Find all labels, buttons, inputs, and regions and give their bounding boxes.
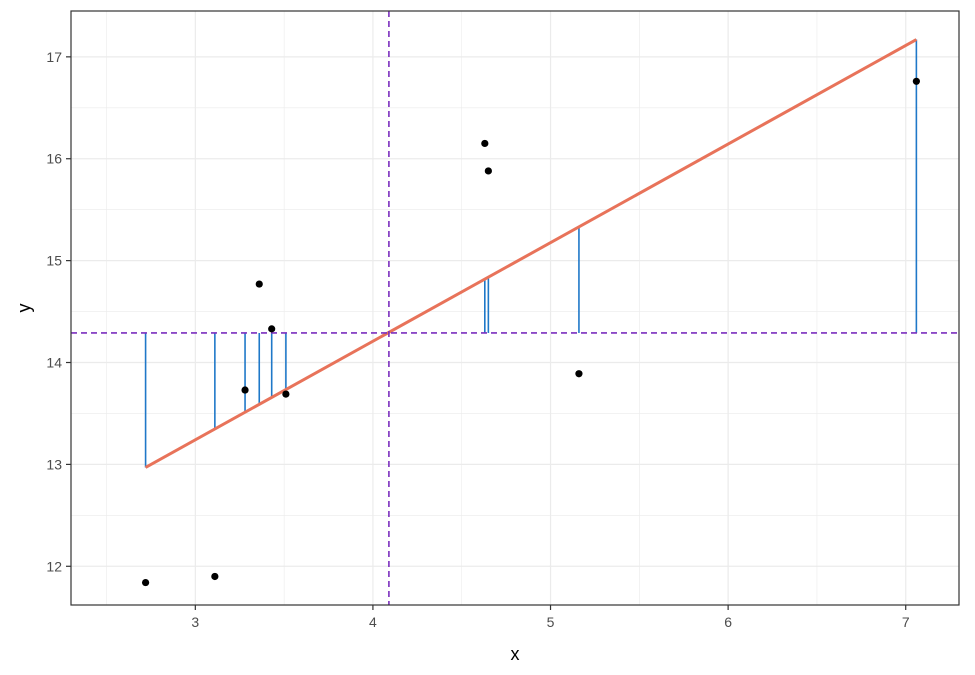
x-tick-label: 6	[724, 614, 732, 630]
data-point	[484, 167, 492, 175]
y-axis-title: y	[14, 304, 34, 313]
x-axis-title: x	[511, 644, 520, 664]
y-tick-label: 17	[46, 49, 62, 65]
fit-line-group	[144, 38, 918, 469]
x-tick-label: 4	[369, 614, 377, 630]
mean-lines	[71, 11, 959, 605]
data-point	[268, 325, 276, 333]
y-tick-label: 13	[46, 456, 62, 472]
data-point	[241, 386, 249, 394]
panel-border	[70, 10, 960, 606]
data-point	[575, 370, 583, 378]
grid-minor	[71, 11, 959, 605]
axis-ticks	[66, 56, 907, 610]
grid-major	[71, 11, 959, 605]
data-points	[141, 77, 920, 587]
data-point	[141, 578, 150, 587]
y-tick-label: 14	[46, 355, 62, 371]
deviation-segments	[144, 39, 918, 468]
data-point	[912, 77, 920, 85]
y-tick-label: 15	[46, 253, 62, 269]
y-tick-label: 16	[46, 151, 62, 167]
data-point	[211, 572, 219, 581]
x-tick-label: 7	[902, 614, 910, 630]
data-point	[481, 139, 489, 148]
x-tick-label: 5	[547, 614, 555, 630]
y-tick-label: 12	[46, 558, 62, 574]
data-point	[282, 390, 290, 398]
x-tick-labels: 3 4 5 6 7	[191, 614, 909, 630]
fit-line	[144, 38, 918, 469]
data-point	[255, 280, 263, 288]
y-tick-labels: 12 13 14 15 16 17	[46, 49, 62, 574]
x-tick-label: 3	[191, 614, 199, 630]
